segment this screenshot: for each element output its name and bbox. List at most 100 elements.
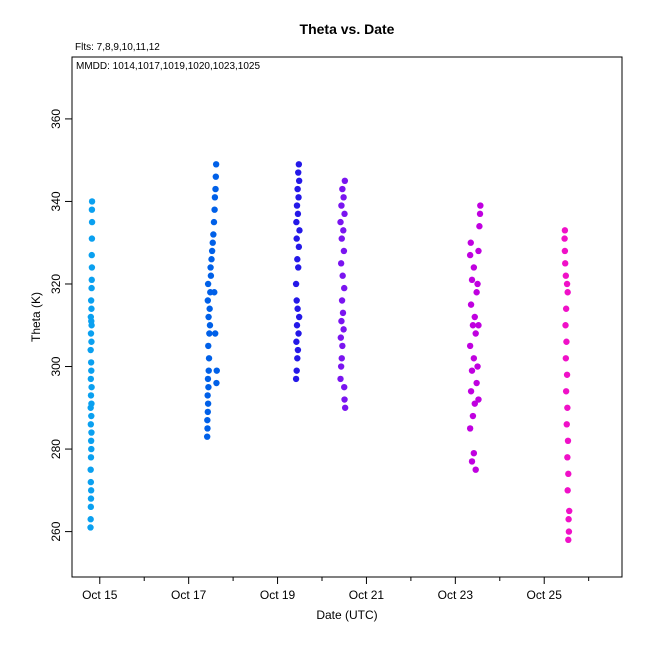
x-tick-label: Oct 17 <box>171 588 207 602</box>
data-point <box>87 516 94 523</box>
chart-title: Theta vs. Date <box>300 21 395 37</box>
x-tick-label: Oct 23 <box>438 588 474 602</box>
data-point <box>203 433 211 440</box>
data-point <box>474 363 481 370</box>
data-point <box>87 392 95 399</box>
data-point <box>474 280 481 288</box>
data-point <box>340 194 347 201</box>
data-point <box>466 251 474 259</box>
data-point <box>205 355 213 362</box>
data-point <box>471 313 478 321</box>
data-point <box>87 495 95 502</box>
data-point <box>475 396 482 403</box>
data-point <box>341 210 348 218</box>
data-point <box>295 330 302 337</box>
data-point <box>338 202 345 209</box>
data-point <box>561 235 568 242</box>
data-point <box>561 227 569 234</box>
data-point <box>472 330 479 337</box>
data-point <box>470 264 478 271</box>
data-point <box>469 412 477 420</box>
data-point <box>339 185 346 193</box>
data-point <box>293 297 300 304</box>
data-point <box>296 227 303 234</box>
x-tick-label: Oct 21 <box>349 588 385 602</box>
data-point <box>473 289 480 296</box>
data-point <box>208 256 215 263</box>
data-point <box>211 194 219 201</box>
data-point <box>562 355 570 362</box>
chart-subtitle: Flts: 7,8,9,10,11,12 <box>75 42 160 53</box>
data-point <box>562 260 569 267</box>
data-point <box>213 367 220 374</box>
data-point <box>87 375 95 383</box>
data-point <box>293 202 301 209</box>
data-point <box>294 355 301 362</box>
data-point <box>207 272 215 279</box>
data-point <box>293 235 300 242</box>
data-point <box>205 342 212 350</box>
data-point <box>341 383 348 391</box>
y-axis-label: Theta (K) <box>29 292 43 342</box>
data-point <box>341 404 349 411</box>
data-point <box>337 218 344 226</box>
data-point <box>212 161 220 168</box>
data-point <box>210 231 217 238</box>
data-point <box>563 280 571 288</box>
data-point <box>467 301 475 308</box>
data-point <box>564 437 572 445</box>
data-point <box>88 235 96 242</box>
data-point <box>563 338 570 345</box>
y-axis: 260 280 300 320 340 360 <box>49 109 72 542</box>
data-point <box>88 429 95 436</box>
data-point <box>472 466 479 473</box>
data-point <box>565 470 572 478</box>
data-point <box>337 363 345 370</box>
y-tick-label: 260 <box>49 521 63 541</box>
data-point <box>206 305 213 312</box>
data-point <box>88 284 95 292</box>
data-point <box>207 264 214 271</box>
data-point <box>471 400 478 407</box>
series-5 <box>466 202 484 473</box>
data-point <box>477 202 484 209</box>
data-point <box>470 355 478 362</box>
data-point <box>339 272 346 279</box>
plot-frame <box>71 56 623 578</box>
data-point <box>212 173 220 180</box>
data-point <box>88 305 95 312</box>
data-point <box>204 400 212 407</box>
data-point <box>88 206 96 213</box>
data-point <box>562 322 569 329</box>
data-point <box>469 322 477 329</box>
data-point <box>88 445 95 453</box>
x-tick-label: Oct 19 <box>260 588 296 602</box>
y-tick-label: 340 <box>49 191 63 211</box>
data-point <box>562 272 570 279</box>
data-point <box>206 322 214 329</box>
x-tick-label: Oct 15 <box>82 588 118 602</box>
x-axis-label: Date (UTC) <box>316 608 377 622</box>
data-point <box>294 305 301 312</box>
data-point <box>338 297 346 304</box>
data-point <box>205 367 212 374</box>
y-tick-label: 320 <box>49 274 63 294</box>
data-point <box>295 161 303 168</box>
data-point <box>88 264 96 271</box>
data-point <box>87 297 95 304</box>
data-point <box>209 239 216 246</box>
data-point <box>337 334 345 341</box>
data-point <box>468 276 476 284</box>
data-point <box>204 375 212 383</box>
data-point <box>294 256 301 263</box>
data-point <box>87 346 94 354</box>
data-point <box>475 322 482 329</box>
data-point <box>295 313 303 321</box>
data-point <box>562 305 570 312</box>
data-point <box>565 536 572 544</box>
data-point <box>205 313 212 321</box>
data-point <box>467 388 475 395</box>
series-6 <box>561 227 573 544</box>
data-point <box>211 289 218 296</box>
